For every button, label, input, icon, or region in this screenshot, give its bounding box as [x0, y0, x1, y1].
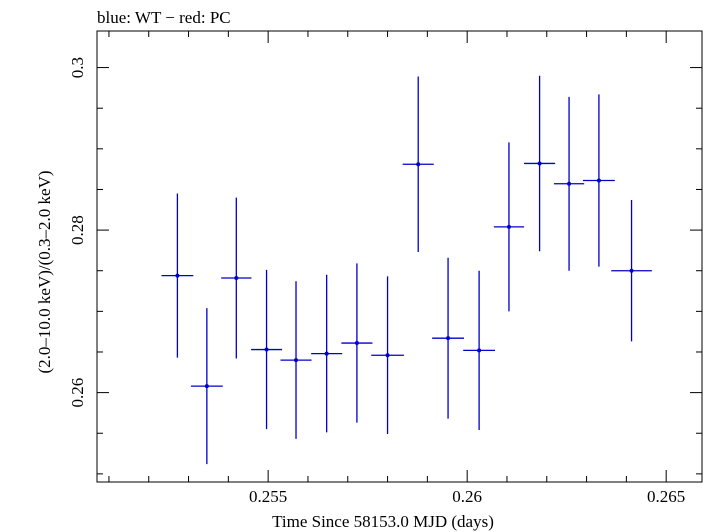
y-tick-label: 0.3 — [68, 57, 87, 78]
data-point — [582, 94, 615, 267]
data-series-wt — [161, 75, 652, 465]
data-point — [524, 75, 556, 252]
y-tick-label: 0.26 — [68, 378, 87, 408]
y-axis-label: (2.0–10.0 keV)/(0.3–2.0 keV) — [35, 170, 54, 373]
point-marker — [477, 348, 482, 353]
point-marker — [264, 347, 269, 352]
data-point — [190, 308, 223, 465]
axes: 0.255 0.26 0.265 0.26 0.28 0.3 — [68, 31, 702, 506]
data-point — [341, 263, 373, 423]
point-marker — [416, 162, 421, 167]
point-marker — [506, 224, 511, 229]
data-point — [251, 269, 283, 430]
data-point — [402, 76, 434, 253]
point-marker — [204, 384, 209, 389]
x-tick-label: 0.26 — [452, 487, 482, 506]
data-point — [432, 257, 464, 419]
point-marker — [324, 351, 329, 356]
data-point — [311, 274, 343, 433]
point-marker — [354, 341, 359, 346]
point-marker — [629, 268, 634, 273]
data-point — [553, 96, 585, 271]
x-tick-label: 0.265 — [647, 487, 685, 506]
point-marker — [385, 353, 390, 358]
point-marker — [294, 358, 299, 363]
data-point — [463, 270, 496, 430]
point-marker — [567, 181, 572, 186]
x-tick-label: 0.255 — [249, 487, 287, 506]
data-point — [493, 142, 525, 312]
plot-frame — [96, 30, 703, 483]
data-point — [611, 200, 652, 342]
chart-title: blue: WT − red: PC — [97, 8, 231, 27]
point-marker — [234, 276, 239, 281]
data-point — [371, 276, 404, 435]
data-point — [161, 193, 194, 358]
point-marker — [537, 161, 542, 166]
point-marker — [596, 178, 601, 183]
y-tick-label: 0.28 — [68, 215, 87, 245]
point-marker — [175, 273, 180, 278]
data-point — [221, 197, 252, 359]
x-axis-label: Time Since 58153.0 MJD (days) — [272, 512, 494, 531]
point-marker — [446, 336, 451, 341]
data-point — [280, 281, 312, 439]
